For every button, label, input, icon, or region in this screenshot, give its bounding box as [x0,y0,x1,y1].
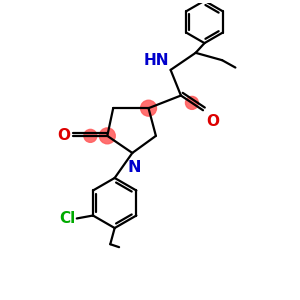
Circle shape [99,128,115,144]
Circle shape [84,129,97,142]
Text: O: O [57,128,70,143]
Text: Cl: Cl [59,211,75,226]
Circle shape [141,100,157,116]
Text: HN: HN [144,52,169,68]
Text: N: N [127,160,141,175]
Text: O: O [206,114,219,129]
Circle shape [185,96,198,110]
